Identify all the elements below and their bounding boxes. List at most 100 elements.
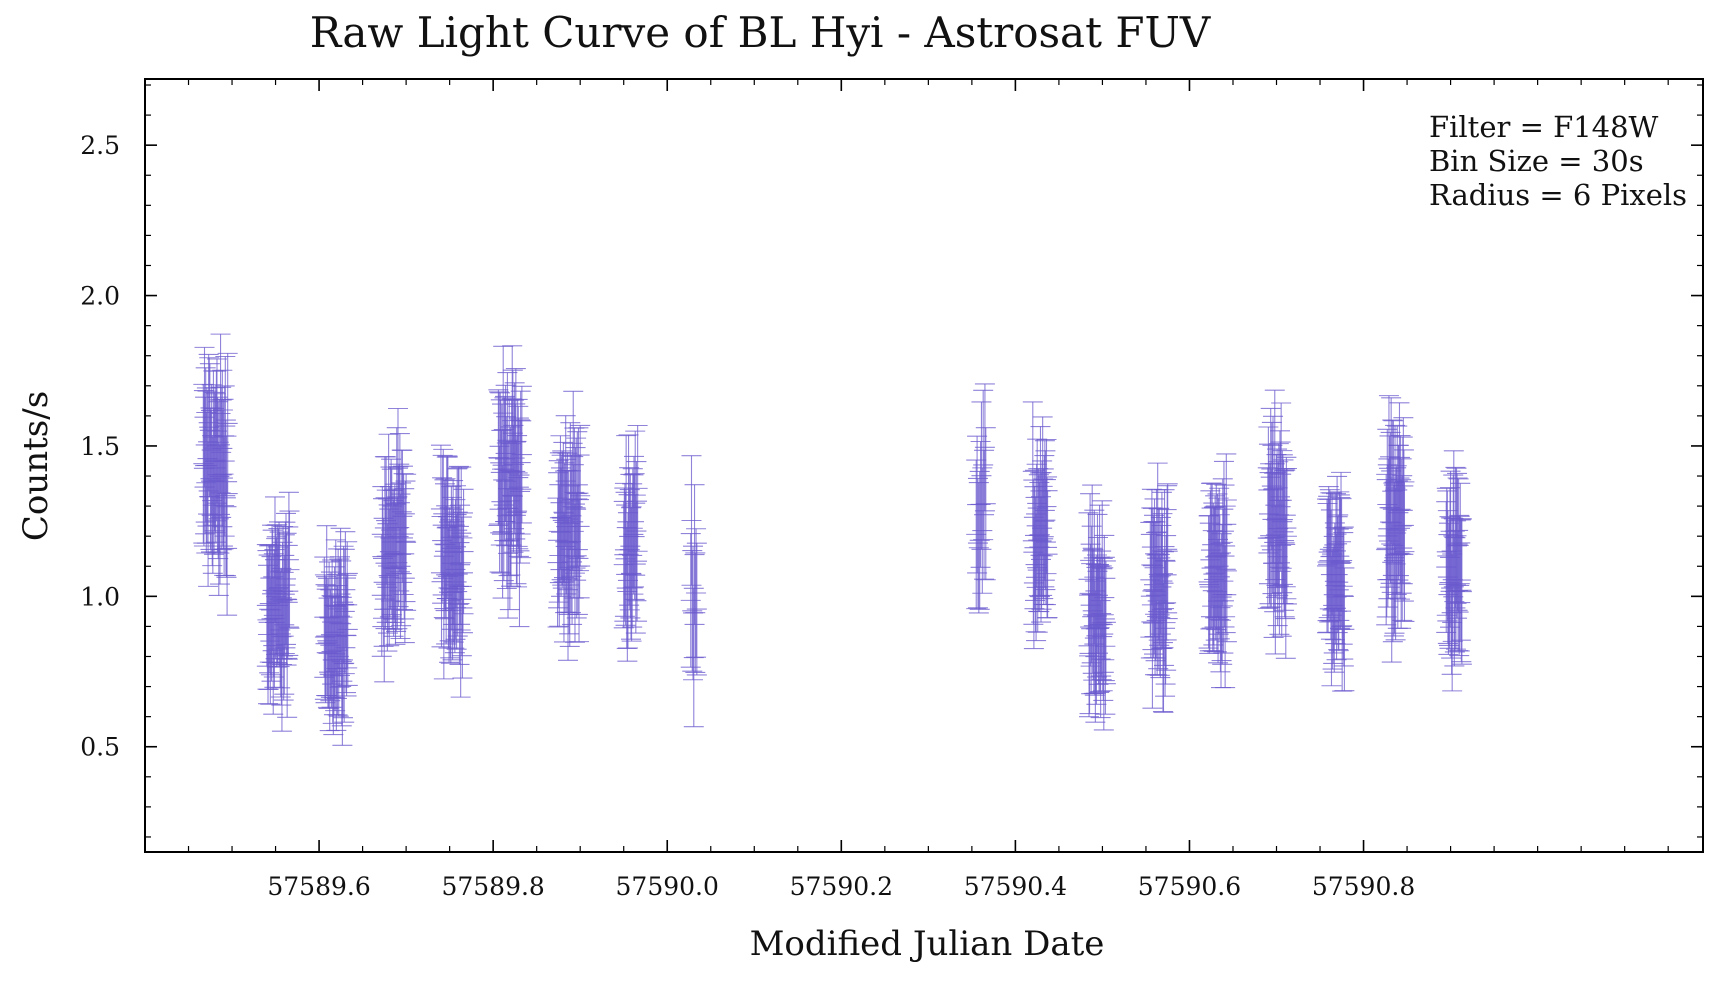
data-point xyxy=(1393,417,1414,555)
data-point xyxy=(1451,518,1472,665)
data-point xyxy=(507,434,528,588)
y-axis-label: Counts/s xyxy=(16,391,56,541)
data-point xyxy=(627,500,648,622)
data-point xyxy=(625,494,646,634)
data-point xyxy=(566,437,587,581)
data-point xyxy=(1332,527,1353,645)
data-point xyxy=(686,542,707,676)
data-point xyxy=(325,539,346,672)
data-point xyxy=(277,599,298,718)
data-point xyxy=(510,390,531,535)
data-point xyxy=(1392,436,1413,585)
data-point xyxy=(507,398,528,547)
data-point xyxy=(1213,508,1234,654)
y-tick-label: 1.0 xyxy=(80,582,120,611)
data-point xyxy=(681,455,702,586)
data-point xyxy=(217,352,238,495)
data-point xyxy=(1392,475,1413,622)
plot-frame xyxy=(144,78,1704,853)
data-point xyxy=(452,512,473,634)
data-point xyxy=(565,447,586,569)
data-point xyxy=(568,427,589,560)
data-point xyxy=(510,419,531,564)
y-axis-ticks: 0.5 1.0 1.5 2.0 2.5 xyxy=(80,84,1703,838)
data-point xyxy=(621,506,642,642)
data-point xyxy=(627,424,648,552)
x-tick-label: 57590.0 xyxy=(616,872,719,901)
data-point xyxy=(511,420,532,559)
data-point xyxy=(684,484,705,626)
data-point xyxy=(1394,481,1415,622)
data-point xyxy=(394,488,415,620)
data-point xyxy=(1333,526,1354,667)
data-point xyxy=(394,513,415,644)
data-point xyxy=(1329,491,1350,621)
data-point xyxy=(211,399,232,551)
x-tick-label: 57589.6 xyxy=(267,872,370,901)
data-point xyxy=(208,401,229,560)
data-point xyxy=(452,537,473,679)
data-point xyxy=(390,493,411,640)
data-point xyxy=(448,467,469,605)
data-point xyxy=(1325,493,1346,609)
x-axis-ticks: 57589.6 57589.8 57590.0 57590.2 57590.4 57590… xyxy=(187,79,1669,901)
data-point xyxy=(395,480,416,603)
data-point xyxy=(1331,471,1352,612)
data-point xyxy=(1329,494,1350,629)
data-point xyxy=(215,355,236,497)
data-point xyxy=(685,552,706,674)
data-point xyxy=(570,424,591,567)
data-point xyxy=(1271,499,1292,637)
data-point xyxy=(626,461,647,602)
data-point xyxy=(509,474,530,628)
data-point xyxy=(1095,560,1116,685)
data-point xyxy=(392,449,413,583)
data-point xyxy=(279,510,300,629)
annotation-line: Filter = F148W xyxy=(1429,110,1659,144)
data-point xyxy=(1211,533,1232,662)
data-point xyxy=(1275,514,1296,659)
data-point xyxy=(214,385,235,537)
data-point xyxy=(508,405,529,550)
x-tick-label: 57590.4 xyxy=(964,872,1067,901)
data-point xyxy=(212,369,233,528)
data-point xyxy=(971,401,992,550)
data-point xyxy=(1275,469,1296,620)
y-tick-label: 1.5 xyxy=(80,432,120,461)
data-point xyxy=(271,597,292,732)
x-tick-label: 57590.8 xyxy=(1312,872,1415,901)
data-point xyxy=(1331,498,1352,628)
y-tick-label: 0.5 xyxy=(80,733,120,762)
data-point xyxy=(396,473,417,611)
data-point xyxy=(1334,567,1355,692)
data-point xyxy=(969,470,990,610)
x-tick-label: 57589.8 xyxy=(441,872,544,901)
data-point xyxy=(620,507,641,640)
data-point xyxy=(508,417,529,557)
data-point xyxy=(1333,532,1354,660)
data-point xyxy=(336,574,357,697)
x-axis-label: Modified Julian Date xyxy=(750,924,1105,964)
data-point xyxy=(331,596,352,727)
data-point xyxy=(1328,528,1349,652)
data-point xyxy=(1276,456,1297,600)
x-tick-label: 57590.6 xyxy=(1138,872,1241,901)
data-point xyxy=(450,562,471,698)
data-point xyxy=(624,455,645,588)
data-point xyxy=(511,385,532,524)
data-point xyxy=(335,531,356,649)
data-point xyxy=(334,548,355,675)
data-point xyxy=(278,491,299,628)
data-point xyxy=(972,467,993,594)
data-point xyxy=(274,534,295,655)
data-point xyxy=(1272,454,1293,585)
data-point xyxy=(277,544,298,660)
data-point xyxy=(974,449,995,580)
data-point xyxy=(680,532,701,668)
data-point xyxy=(393,473,414,596)
data-point xyxy=(217,481,238,616)
data-point xyxy=(974,383,995,512)
data-errorbars xyxy=(193,333,1472,746)
